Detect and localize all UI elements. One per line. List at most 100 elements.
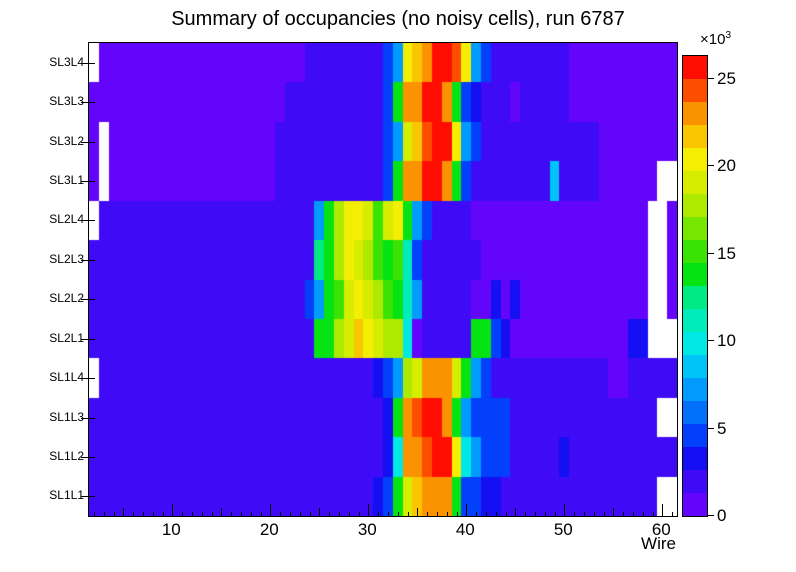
- x-tick: [417, 508, 419, 516]
- x-tick: [348, 512, 350, 516]
- x-tick: [201, 512, 203, 516]
- y-axis-label: SL2L1: [49, 330, 84, 345]
- x-tick: [583, 512, 585, 516]
- x-tick: [407, 512, 409, 516]
- x-tick-label: 50: [553, 520, 573, 539]
- x-tick: [485, 512, 487, 516]
- x-tick: [309, 512, 311, 516]
- colorbar-band: [683, 424, 707, 447]
- y-tick: [81, 496, 95, 498]
- x-tick: [368, 504, 370, 516]
- x-tick: [642, 512, 644, 516]
- x-tick: [289, 512, 291, 516]
- colorbar-tick-label: 25: [717, 68, 736, 88]
- x-tick: [162, 512, 164, 516]
- x-tick: [113, 512, 115, 516]
- x-tick: [613, 508, 615, 516]
- colorbar-exponent-label: ×103: [700, 30, 732, 48]
- y-tick: [81, 102, 95, 104]
- y-tick: [81, 417, 95, 419]
- x-tick: [260, 512, 262, 516]
- y-tick: [81, 338, 95, 340]
- x-tick-label: 20: [259, 520, 279, 539]
- colorbar-band: [683, 102, 707, 125]
- colorbar-tick: [707, 252, 714, 254]
- y-axis-label: SL3L4: [49, 54, 84, 69]
- x-tick: [93, 512, 95, 516]
- colorbar-tick: [707, 77, 714, 79]
- colorbar-band: [683, 355, 707, 378]
- colorbar-tick-label: 5: [717, 418, 727, 438]
- x-tick-label: 60: [651, 520, 671, 539]
- colorbar-band: [683, 79, 707, 102]
- x-tick-label: 30: [357, 520, 377, 539]
- x-tick: [662, 504, 664, 516]
- y-tick: [81, 141, 95, 143]
- colorbar-tick: [707, 340, 714, 342]
- y-axis-label: SL1L1: [49, 488, 84, 503]
- x-tick: [378, 512, 380, 516]
- x-tick: [103, 512, 105, 516]
- x-tick: [603, 512, 605, 516]
- colorbar-band: [683, 470, 707, 493]
- x-tick: [133, 512, 135, 516]
- x-tick: [191, 512, 193, 516]
- colorbar-tick-label: 0: [717, 506, 727, 525]
- x-tick: [632, 512, 634, 516]
- x-tick: [270, 504, 272, 516]
- x-tick: [534, 512, 536, 516]
- x-tick: [446, 512, 448, 516]
- x-tick: [172, 504, 174, 516]
- colorbar-tick-label: 20: [717, 156, 736, 176]
- x-tick: [495, 512, 497, 516]
- x-tick: [466, 504, 468, 516]
- y-tick: [81, 378, 95, 379]
- x-axis-title: Wire: [641, 534, 676, 553]
- chart-title: Summary of occupancies (no noisy cells),…: [171, 8, 625, 30]
- colorbar: [682, 55, 708, 517]
- colorbar-band: [683, 56, 707, 79]
- x-tick: [436, 512, 438, 516]
- x-tick: [338, 512, 340, 516]
- colorbar-band: [683, 378, 707, 401]
- colorbar-band: [683, 493, 707, 516]
- y-axis-label: SL2L4: [49, 212, 84, 227]
- x-tick-label: 10: [161, 520, 181, 539]
- x-tick: [142, 512, 144, 516]
- colorbar-band: [683, 401, 707, 424]
- colorbar-tick: [707, 165, 714, 167]
- x-tick: [280, 512, 282, 516]
- x-tick: [319, 508, 321, 516]
- plot-frame: [81, 42, 678, 517]
- x-tick-label: 40: [455, 520, 475, 539]
- x-tick: [564, 504, 566, 516]
- x-tick: [397, 512, 399, 516]
- y-axis-label: SL3L1: [49, 173, 84, 187]
- colorbar-band: [683, 309, 707, 332]
- x-tick: [554, 512, 556, 516]
- x-tick: [211, 512, 213, 516]
- x-tick: [652, 512, 654, 516]
- y-axis-label: SL1L4: [49, 370, 84, 384]
- y-axis-label: SL3L2: [49, 133, 84, 148]
- y-tick: [81, 299, 95, 301]
- x-tick: [574, 512, 576, 516]
- colorbar-band: [683, 125, 707, 148]
- y-axis-label: SL2L3: [49, 251, 84, 266]
- x-tick: [672, 512, 674, 516]
- colorbar-band: [683, 332, 707, 355]
- x-tick: [427, 512, 429, 516]
- colorbar-tick-label: 15: [717, 243, 736, 263]
- x-tick: [505, 512, 507, 516]
- y-tick: [81, 62, 95, 64]
- x-tick: [123, 508, 125, 516]
- colorbar-band: [683, 286, 707, 309]
- x-tick: [476, 512, 478, 516]
- y-tick: [81, 456, 95, 458]
- x-tick: [240, 512, 242, 516]
- x-tick: [456, 512, 458, 516]
- x-tick: [329, 512, 331, 516]
- x-tick: [544, 512, 546, 516]
- x-tick: [593, 512, 595, 516]
